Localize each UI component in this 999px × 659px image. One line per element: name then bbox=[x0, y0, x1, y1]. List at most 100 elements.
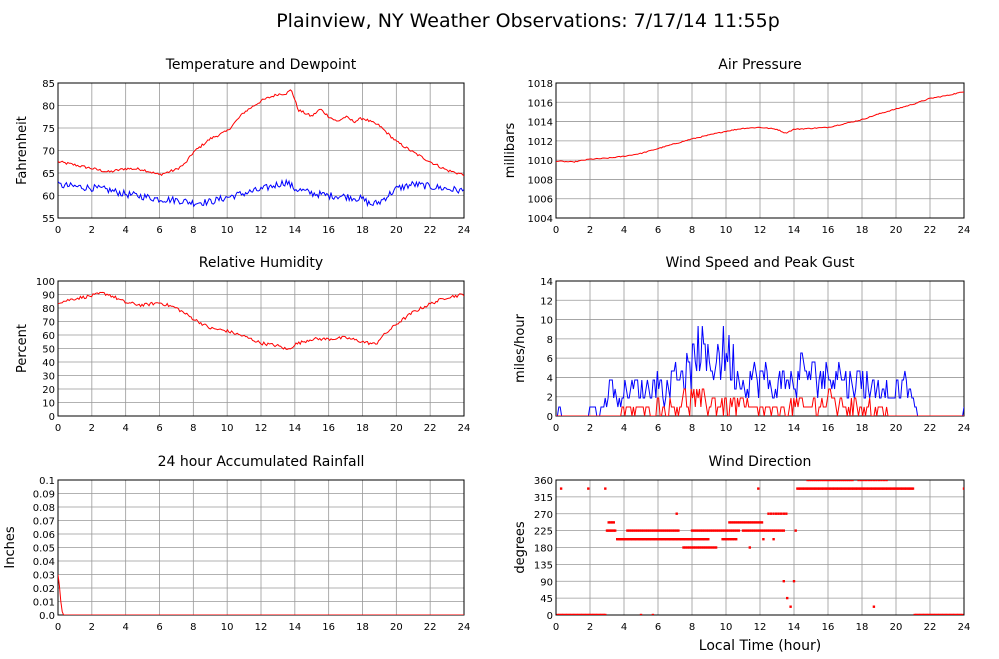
direction-point bbox=[879, 487, 882, 490]
x-tick-label: 22 bbox=[924, 622, 937, 633]
direction-point bbox=[637, 538, 641, 541]
direction-point bbox=[638, 529, 641, 532]
direction-point bbox=[766, 529, 769, 532]
direction-point bbox=[643, 538, 646, 541]
direction-point bbox=[824, 480, 828, 482]
direction-point bbox=[729, 529, 732, 532]
direction-point bbox=[636, 529, 639, 532]
direction-point bbox=[733, 529, 736, 532]
direction-point bbox=[961, 613, 964, 615]
direction-point bbox=[639, 538, 642, 541]
direction-point bbox=[768, 529, 771, 532]
direction-point bbox=[594, 613, 597, 615]
direction-point bbox=[626, 538, 630, 541]
direction-point bbox=[614, 529, 617, 532]
direction-point bbox=[605, 529, 609, 532]
x-tick-label: 4 bbox=[122, 622, 128, 633]
direction-point bbox=[916, 613, 919, 615]
x-tick-label: 4 bbox=[621, 423, 627, 434]
series-line bbox=[58, 291, 464, 350]
direction-point bbox=[862, 487, 866, 490]
direction-point bbox=[772, 512, 775, 515]
direction-point bbox=[659, 538, 662, 541]
y-tick-label: 1018 bbox=[528, 79, 553, 90]
y-axis-label: Percent bbox=[15, 324, 30, 373]
direction-point bbox=[789, 605, 792, 608]
direction-point bbox=[671, 529, 674, 532]
x-tick-label: 8 bbox=[689, 423, 695, 434]
direction-point bbox=[665, 538, 668, 541]
x-tick-label: 18 bbox=[856, 225, 869, 236]
y-tick-label: 270 bbox=[534, 510, 553, 521]
direction-point bbox=[726, 538, 729, 541]
direction-point bbox=[591, 613, 595, 615]
direction-point bbox=[582, 613, 585, 615]
direction-point bbox=[688, 538, 691, 541]
direction-point bbox=[902, 487, 905, 490]
direction-point bbox=[667, 538, 671, 541]
direction-point bbox=[690, 529, 694, 532]
x-tick-label: 4 bbox=[122, 423, 128, 434]
direction-point bbox=[837, 487, 840, 490]
x-tick-label: 2 bbox=[587, 225, 593, 236]
direction-point bbox=[881, 487, 885, 490]
y-tick-label: 30 bbox=[42, 372, 55, 383]
direction-point bbox=[940, 613, 944, 615]
y-tick-label: 0.04 bbox=[33, 557, 55, 568]
direction-point bbox=[815, 487, 818, 490]
direction-point bbox=[762, 538, 765, 541]
x-tick-label: 22 bbox=[924, 423, 937, 434]
direction-point bbox=[559, 613, 562, 615]
y-tick-label: 4 bbox=[547, 373, 553, 384]
y-tick-label: 70 bbox=[42, 147, 55, 158]
direction-point bbox=[609, 529, 613, 532]
direction-point bbox=[865, 480, 868, 482]
y-tick-label: 0 bbox=[547, 611, 553, 622]
direction-point bbox=[607, 521, 610, 524]
direction-point bbox=[658, 529, 662, 532]
direction-point bbox=[853, 487, 856, 490]
direction-point bbox=[684, 538, 687, 541]
direction-point bbox=[733, 538, 736, 541]
direction-point bbox=[675, 538, 679, 541]
direction-point bbox=[682, 538, 685, 541]
direction-point bbox=[738, 521, 741, 524]
direction-point bbox=[860, 487, 863, 490]
direction-point bbox=[703, 538, 706, 541]
direction-point bbox=[693, 538, 696, 541]
direction-point bbox=[740, 521, 743, 524]
direction-point bbox=[707, 529, 710, 532]
direction-point bbox=[675, 512, 678, 515]
direction-point bbox=[690, 546, 693, 549]
x-tick-label: 16 bbox=[322, 423, 335, 434]
direction-point bbox=[835, 480, 838, 482]
direction-point bbox=[856, 487, 859, 490]
direction-point bbox=[608, 529, 611, 532]
x-tick-label: 10 bbox=[720, 423, 733, 434]
x-tick-label: 18 bbox=[356, 423, 369, 434]
direction-point bbox=[645, 538, 649, 541]
direction-point bbox=[772, 538, 775, 541]
direction-point bbox=[804, 487, 807, 490]
y-tick-label: 80 bbox=[42, 102, 55, 113]
x-tick-label: 4 bbox=[621, 622, 627, 633]
direction-point bbox=[845, 480, 848, 482]
direction-point bbox=[737, 529, 741, 532]
direction-point bbox=[951, 613, 954, 615]
direction-point bbox=[905, 487, 908, 490]
panel-title: 24 hour Accumulated Rainfall bbox=[158, 454, 365, 470]
direction-point bbox=[782, 529, 785, 532]
y-tick-label: 55 bbox=[42, 214, 55, 225]
x-tick-label: 24 bbox=[458, 225, 471, 236]
y-tick-label: 85 bbox=[42, 79, 55, 90]
direction-point bbox=[841, 480, 844, 482]
direction-point bbox=[774, 529, 777, 532]
x-tick-label: 6 bbox=[655, 423, 661, 434]
y-axis-label: Inches bbox=[3, 526, 18, 568]
y-tick-label: 65 bbox=[42, 169, 55, 180]
series-group bbox=[58, 291, 464, 350]
direction-point bbox=[728, 521, 731, 524]
x-tick-label: 8 bbox=[689, 225, 695, 236]
direction-point bbox=[823, 487, 826, 490]
direction-point bbox=[811, 487, 814, 490]
